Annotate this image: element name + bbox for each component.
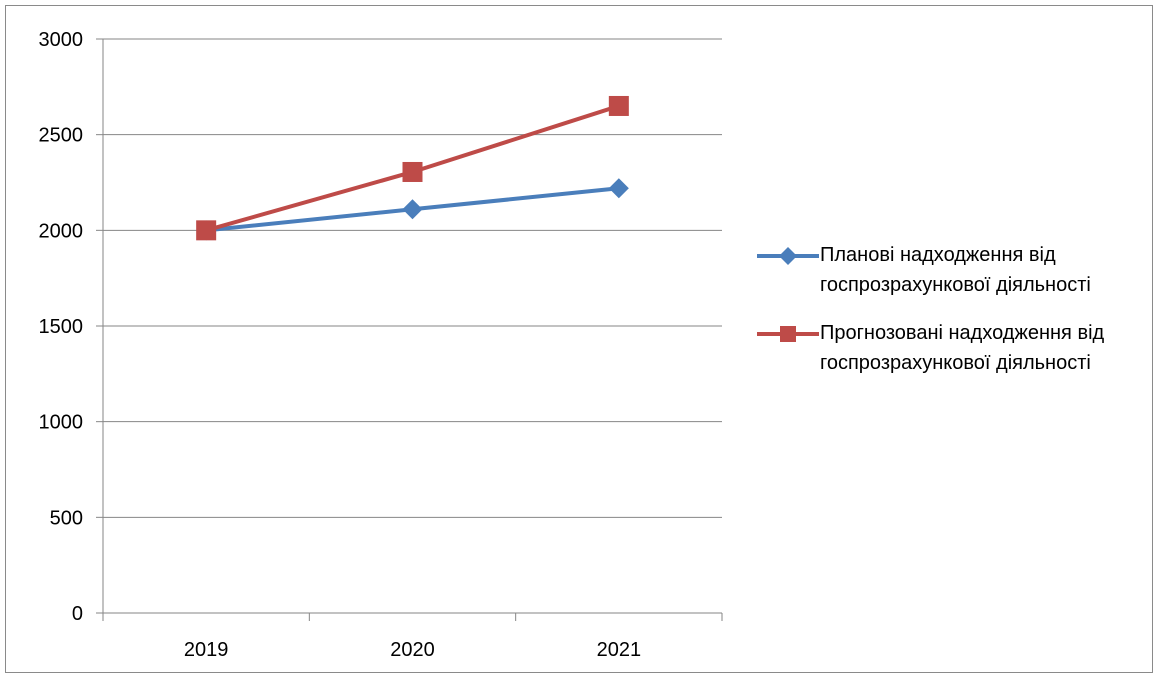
data-point-marker [608,95,629,116]
y-tick-label: 1500 [39,316,84,338]
chart-area [5,5,1153,673]
y-tick-label: 2500 [39,125,84,147]
x-tick-label: 2020 [390,639,435,661]
x-tick-label: 2019 [184,639,229,661]
y-axis-tick-labels: 0 500 1000 1500 2000 2500 3000 [39,29,84,625]
data-point-marker [196,220,217,241]
legend-item-forecast: Прогнозовані надходження від госпрозраху… [757,318,1152,378]
x-axis-tick-labels: 2019 2020 2021 [184,639,641,661]
series-markers [196,95,629,241]
gridlines [103,38,722,518]
legend-key-planned [757,247,819,265]
y-tick-label: 1000 [39,412,84,434]
legend-label-forecast: Прогнозовані надходження від госпрозраху… [820,322,1105,374]
legend: Планові надходження від госпрозрахунково… [757,240,1152,396]
legend-label-planned: Планові надходження від госпрозрахунково… [820,244,1091,296]
x-tick-label: 2021 [597,639,642,661]
axes [96,38,723,621]
legend-item-planned: Планові надходження від госпрозрахунково… [757,240,1152,300]
data-point-marker [402,199,423,220]
legend-key-forecast [757,326,819,342]
data-point-marker [608,178,629,199]
data-point-marker [402,161,423,182]
y-tick-label: 2000 [39,220,84,242]
y-tick-label: 500 [50,507,83,529]
y-tick-label: 0 [72,603,83,625]
y-tick-label: 3000 [39,29,84,51]
